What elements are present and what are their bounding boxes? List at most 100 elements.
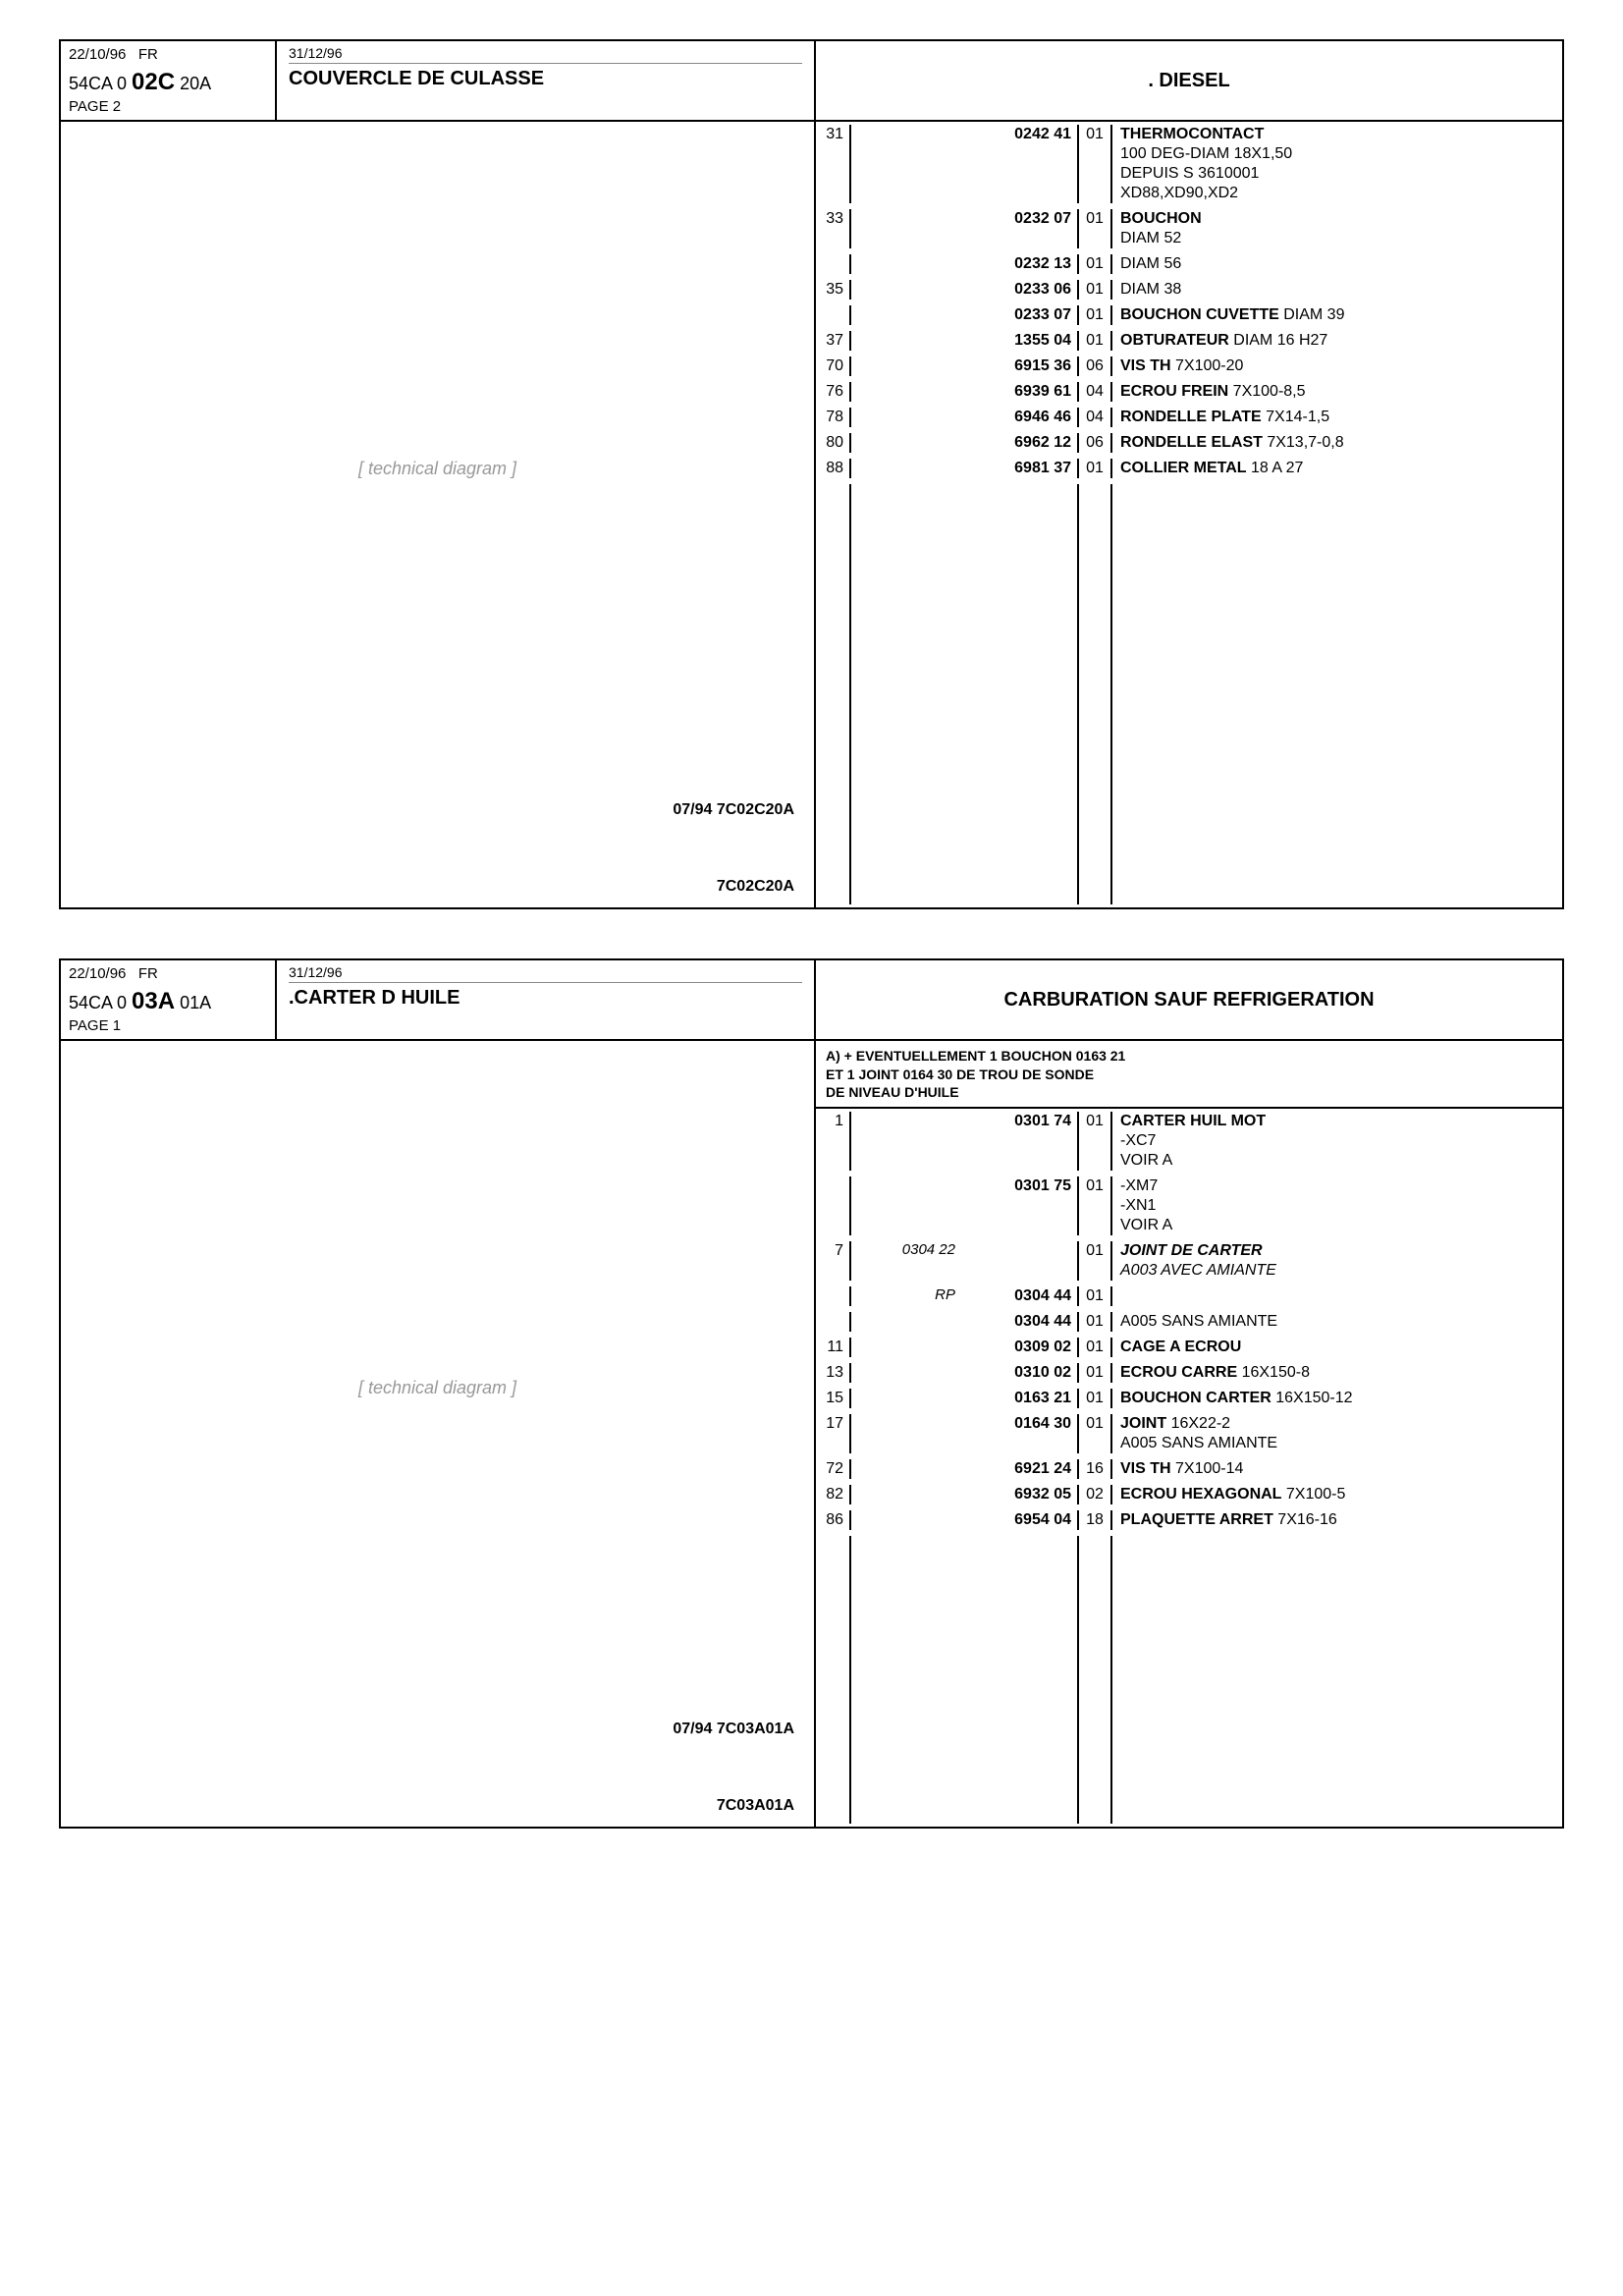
col-part: 0233 07	[959, 305, 1077, 325]
diagram-pane: [ technical diagram ]07/94 7C02C20A7C02C…	[61, 122, 816, 907]
col-desc: OBTURATEUR DIAM 16 H27	[1112, 331, 1562, 351]
col-part: 6939 61	[959, 382, 1077, 402]
col-desc: BOUCHONDIAM 52	[1112, 209, 1562, 248]
header-date-lang: 22/10/96 FR	[69, 964, 267, 984]
col-desc: BOUCHON CUVETTE DIAM 39	[1112, 305, 1562, 325]
col-part: 0163 21	[959, 1389, 1077, 1408]
col-extra	[851, 408, 959, 427]
col-part: 0233 06	[959, 280, 1077, 300]
col-ref: 13	[816, 1363, 851, 1383]
parts-row: 0304 4401A005 SANS AMIANTE	[816, 1309, 1562, 1335]
section-body: [ technical diagram ]07/94 7C02C20A7C02C…	[61, 122, 1562, 907]
col-ref	[816, 1312, 851, 1332]
col-desc: PLAQUETTE ARRET 7X16-16	[1112, 1510, 1562, 1530]
parts-filler	[816, 1533, 1562, 1827]
parts-row: RP0304 4401	[816, 1284, 1562, 1309]
col-ref: 86	[816, 1510, 851, 1530]
col-desc: CARTER HUIL MOT-XC7VOIR A	[1112, 1112, 1562, 1171]
col-part: 0309 02	[959, 1338, 1077, 1357]
col-qty: 04	[1077, 382, 1112, 402]
col-ref	[816, 254, 851, 274]
col-qty: 01	[1077, 1312, 1112, 1332]
parts-row: 786946 4604RONDELLE PLATE 7X14-1,5	[816, 405, 1562, 430]
col-part: 0304 44	[959, 1312, 1077, 1332]
parts-note: A) + EVENTUELLEMENT 1 BOUCHON 0163 21ET …	[816, 1041, 1562, 1109]
col-extra	[851, 1459, 959, 1479]
parts-row: 70304 2201JOINT DE CARTERA003 AVEC AMIAN…	[816, 1238, 1562, 1284]
col-extra	[851, 1510, 959, 1530]
col-ref: 15	[816, 1389, 851, 1408]
col-desc: RONDELLE PLATE 7X14-1,5	[1112, 408, 1562, 427]
parts-row: 0232 1301DIAM 56	[816, 251, 1562, 277]
col-qty: 01	[1077, 1363, 1112, 1383]
header-code: 54CA 0 02C 20A	[69, 67, 267, 97]
col-ref: 17	[816, 1414, 851, 1453]
parts-row: 150163 2101BOUCHON CARTER 16X150-12	[816, 1386, 1562, 1411]
col-desc: VIS TH 7X100-14	[1112, 1459, 1562, 1479]
col-qty: 06	[1077, 356, 1112, 376]
diagram-ref-bot: 7C02C20A	[717, 878, 794, 896]
col-qty: 01	[1077, 331, 1112, 351]
diagram-placeholder: [ technical diagram ]	[71, 132, 804, 805]
col-extra: RP	[851, 1286, 959, 1306]
col-desc: DIAM 56	[1112, 254, 1562, 274]
col-ref: 88	[816, 459, 851, 478]
col-extra	[851, 1112, 959, 1171]
parts-row: 10301 7401CARTER HUIL MOT-XC7VOIR A	[816, 1109, 1562, 1174]
col-part: 6921 24	[959, 1459, 1077, 1479]
header-right-title: . DIESEL	[816, 41, 1562, 120]
col-desc	[1112, 1286, 1562, 1306]
header-exp-date: 31/12/96	[289, 964, 802, 983]
col-desc: A005 SANS AMIANTE	[1112, 1312, 1562, 1332]
parts-row: 0301 7501-XM7-XN1VOIR A	[816, 1174, 1562, 1238]
col-qty: 01	[1077, 1176, 1112, 1235]
parts-row: 766939 6104ECROU FREIN 7X100-8,5	[816, 379, 1562, 405]
parts-row: 310242 4101THERMOCONTACT100 DEG-DIAM 18X…	[816, 122, 1562, 206]
col-qty: 01	[1077, 1112, 1112, 1171]
col-part: 0301 75	[959, 1176, 1077, 1235]
parts-row: 886981 3701COLLIER METAL 18 A 27	[816, 456, 1562, 481]
col-part: 6946 46	[959, 408, 1077, 427]
col-qty: 06	[1077, 433, 1112, 453]
col-ref: 11	[816, 1338, 851, 1357]
col-desc: BOUCHON CARTER 16X150-12	[1112, 1389, 1562, 1408]
col-desc: -XM7-XN1VOIR A	[1112, 1176, 1562, 1235]
col-extra	[851, 356, 959, 376]
col-qty: 01	[1077, 280, 1112, 300]
header-exp-date: 31/12/96	[289, 45, 802, 64]
col-part: 0232 07	[959, 209, 1077, 248]
col-ref: 31	[816, 125, 851, 203]
col-desc: VIS TH 7X100-20	[1112, 356, 1562, 376]
col-qty: 01	[1077, 459, 1112, 478]
header-mid: 31/12/96.CARTER D HUILE	[277, 960, 816, 1039]
col-part	[959, 1241, 1077, 1281]
col-part: 6962 12	[959, 433, 1077, 453]
col-qty: 01	[1077, 125, 1112, 203]
col-desc: JOINT 16X22-2A005 SANS AMIANTE	[1112, 1414, 1562, 1453]
parts-pane: 310242 4101THERMOCONTACT100 DEG-DIAM 18X…	[816, 122, 1562, 907]
parts-row: 350233 0601DIAM 38	[816, 277, 1562, 302]
parts-row: 706915 3606VIS TH 7X100-20	[816, 354, 1562, 379]
col-qty: 01	[1077, 1414, 1112, 1453]
parts-table: 310242 4101THERMOCONTACT100 DEG-DIAM 18X…	[816, 122, 1562, 907]
parts-table: 10301 7401CARTER HUIL MOT-XC7VOIR A 0301…	[816, 1109, 1562, 1827]
parts-row: 330232 0701BOUCHONDIAM 52	[816, 206, 1562, 251]
col-part: 0164 30	[959, 1414, 1077, 1453]
col-ref: 80	[816, 433, 851, 453]
col-qty: 02	[1077, 1485, 1112, 1504]
parts-row: 371355 0401OBTURATEUR DIAM 16 H27	[816, 328, 1562, 354]
parts-row: 826932 0502ECROU HEXAGONAL 7X100-5	[816, 1482, 1562, 1507]
col-part: 1355 04	[959, 331, 1077, 351]
parts-filler	[816, 481, 1562, 907]
header-page: PAGE 1	[69, 1016, 267, 1036]
header-right-title: CARBURATION SAUF REFRIGERATION	[816, 960, 1562, 1039]
col-desc: RONDELLE ELAST 7X13,7-0,8	[1112, 433, 1562, 453]
header-date-lang: 22/10/96 FR	[69, 45, 267, 65]
catalog-section: 22/10/96 FR54CA 0 03A 01APAGE 131/12/96.…	[59, 958, 1564, 1829]
parts-row: 726921 2416VIS TH 7X100-14	[816, 1456, 1562, 1482]
diagram-ref-mid: 07/94 7C03A01A	[673, 1721, 794, 1738]
parts-row: 110309 0201CAGE A ECROU	[816, 1335, 1562, 1360]
col-extra	[851, 254, 959, 274]
col-ref: 7	[816, 1241, 851, 1281]
col-desc: ECROU CARRE 16X150-8	[1112, 1363, 1562, 1383]
